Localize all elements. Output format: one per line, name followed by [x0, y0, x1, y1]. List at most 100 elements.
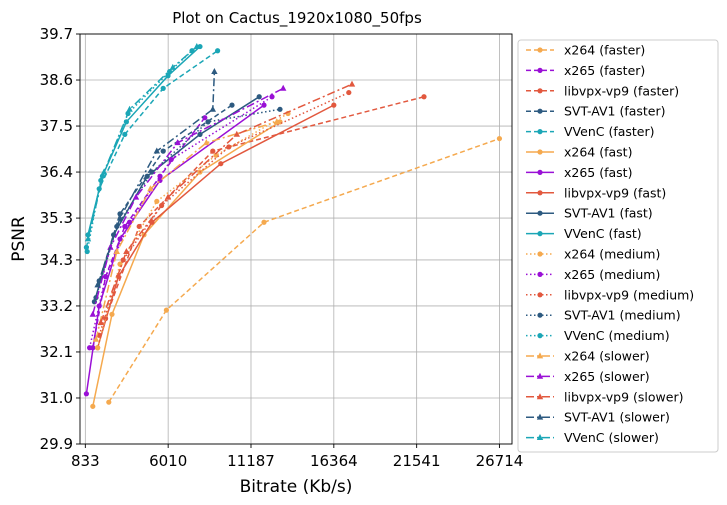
- series-line: [88, 96, 273, 348]
- legend-entry: libvpx-vp9 (faster): [526, 83, 679, 98]
- data-point: [346, 89, 352, 96]
- legend-marker: [537, 333, 543, 339]
- data-point: [348, 80, 356, 87]
- legend-label: x264 (fast): [564, 145, 632, 160]
- data-point: [83, 391, 89, 397]
- data-point: [168, 156, 174, 163]
- data-point: [113, 247, 120, 254]
- data-point: [97, 319, 104, 326]
- series-svt-av1-faster: [96, 102, 235, 284]
- data-point: [273, 118, 280, 125]
- y-tick-label: 34.3: [40, 251, 73, 269]
- legend-marker: [537, 88, 543, 94]
- legend-marker: [537, 312, 543, 318]
- data-point: [261, 102, 267, 108]
- legend-entry: VVenC (slower): [526, 430, 659, 445]
- legend-label: libvpx-vp9 (faster): [564, 83, 679, 98]
- legend-marker: [537, 190, 543, 196]
- data-point: [154, 198, 160, 204]
- series-x265-slower: [89, 84, 287, 317]
- data-point: [213, 152, 219, 158]
- x-axis-label: Bitrate (Kb/s): [240, 477, 353, 497]
- data-point: [87, 345, 93, 351]
- legend-marker: [537, 292, 543, 298]
- data-point: [226, 144, 232, 150]
- series-line: [92, 117, 206, 348]
- legend-marker: [536, 413, 544, 420]
- data-point: [106, 399, 112, 405]
- y-tick-label: 31.0: [40, 389, 73, 407]
- series-line: [98, 104, 233, 282]
- legend-marker: [537, 210, 543, 216]
- data-point: [122, 131, 128, 138]
- legend-entry: x265 (medium): [526, 267, 660, 282]
- data-point: [233, 130, 240, 137]
- data-point: [132, 193, 140, 200]
- data-point: [117, 211, 123, 217]
- data-point: [210, 148, 216, 154]
- legend-entry: libvpx-vp9 (slower): [526, 389, 683, 404]
- legend-label: VVenC (faster): [564, 124, 655, 139]
- data-point: [84, 235, 92, 242]
- y-tick-label: 33.2: [40, 297, 73, 315]
- x-tick-label: 833: [71, 452, 100, 470]
- legend-entry: VVenC (faster): [526, 124, 655, 139]
- data-point: [95, 345, 101, 351]
- legend-entry: VVenC (medium): [526, 328, 670, 343]
- legend: x264 (faster) x265 (faster) libvpx-vp9 (fa…: [517, 39, 719, 453]
- x-tick-label: 16364: [310, 452, 358, 470]
- legend-marker: [537, 129, 543, 135]
- x-tick-label: 21541: [393, 452, 441, 470]
- series-line: [98, 91, 350, 336]
- series-libvpx-vp9-medium: [96, 89, 352, 338]
- legend-entry: x264 (faster): [526, 43, 645, 58]
- x-tick-label: 26714: [476, 452, 524, 470]
- legend-label: VVenC (medium): [564, 328, 670, 343]
- legend-marker: [537, 169, 543, 175]
- legend-marker: [536, 352, 544, 359]
- data-point: [203, 139, 210, 146]
- legend-label: x264 (faster): [564, 43, 645, 58]
- data-point: [160, 148, 166, 154]
- legend-marker: [537, 47, 543, 53]
- y-tick-label: 36.4: [40, 163, 73, 181]
- data-point: [215, 48, 221, 54]
- y-tick-label: 29.9: [40, 435, 73, 453]
- legend-entry: SVT-AV1 (slower): [526, 410, 670, 425]
- data-point: [211, 68, 218, 75]
- legend-label: x265 (fast): [564, 165, 632, 180]
- legend-marker: [537, 251, 543, 257]
- legend-marker: [536, 372, 544, 379]
- y-tick-label: 39.7: [40, 25, 73, 43]
- data-point: [169, 63, 176, 70]
- series-svt-av1-slower: [94, 68, 218, 288]
- legend-entry: libvpx-vp9 (fast): [526, 185, 666, 200]
- legend-entry: x265 (faster): [526, 63, 645, 78]
- legend-entry: x264 (slower): [526, 349, 650, 364]
- data-point: [160, 85, 166, 91]
- data-point: [92, 335, 100, 342]
- plot-area-frame: [79, 33, 513, 445]
- data-point: [165, 73, 171, 79]
- legend-marker: [537, 108, 543, 114]
- series-line: [96, 104, 335, 348]
- legend-label: VVenC (slower): [564, 430, 659, 445]
- legend-label: SVT-AV1 (medium): [564, 308, 681, 323]
- x-tick-label: 11187: [227, 452, 275, 470]
- plot-series: [83, 42, 503, 409]
- series-line: [92, 87, 284, 315]
- series-libvpx-vp9-faster: [103, 94, 427, 322]
- legend-label: libvpx-vp9 (medium): [564, 287, 694, 302]
- data-point: [84, 248, 90, 255]
- data-point: [144, 173, 150, 179]
- data-point: [107, 243, 114, 250]
- legend-label: x264 (slower): [564, 349, 650, 364]
- data-point: [496, 135, 503, 142]
- y-tick-label: 37.5: [40, 117, 73, 135]
- data-point: [123, 247, 130, 254]
- data-point: [90, 403, 96, 409]
- data-point: [269, 94, 275, 100]
- data-point: [127, 219, 133, 225]
- grid-lines: [80, 33, 512, 445]
